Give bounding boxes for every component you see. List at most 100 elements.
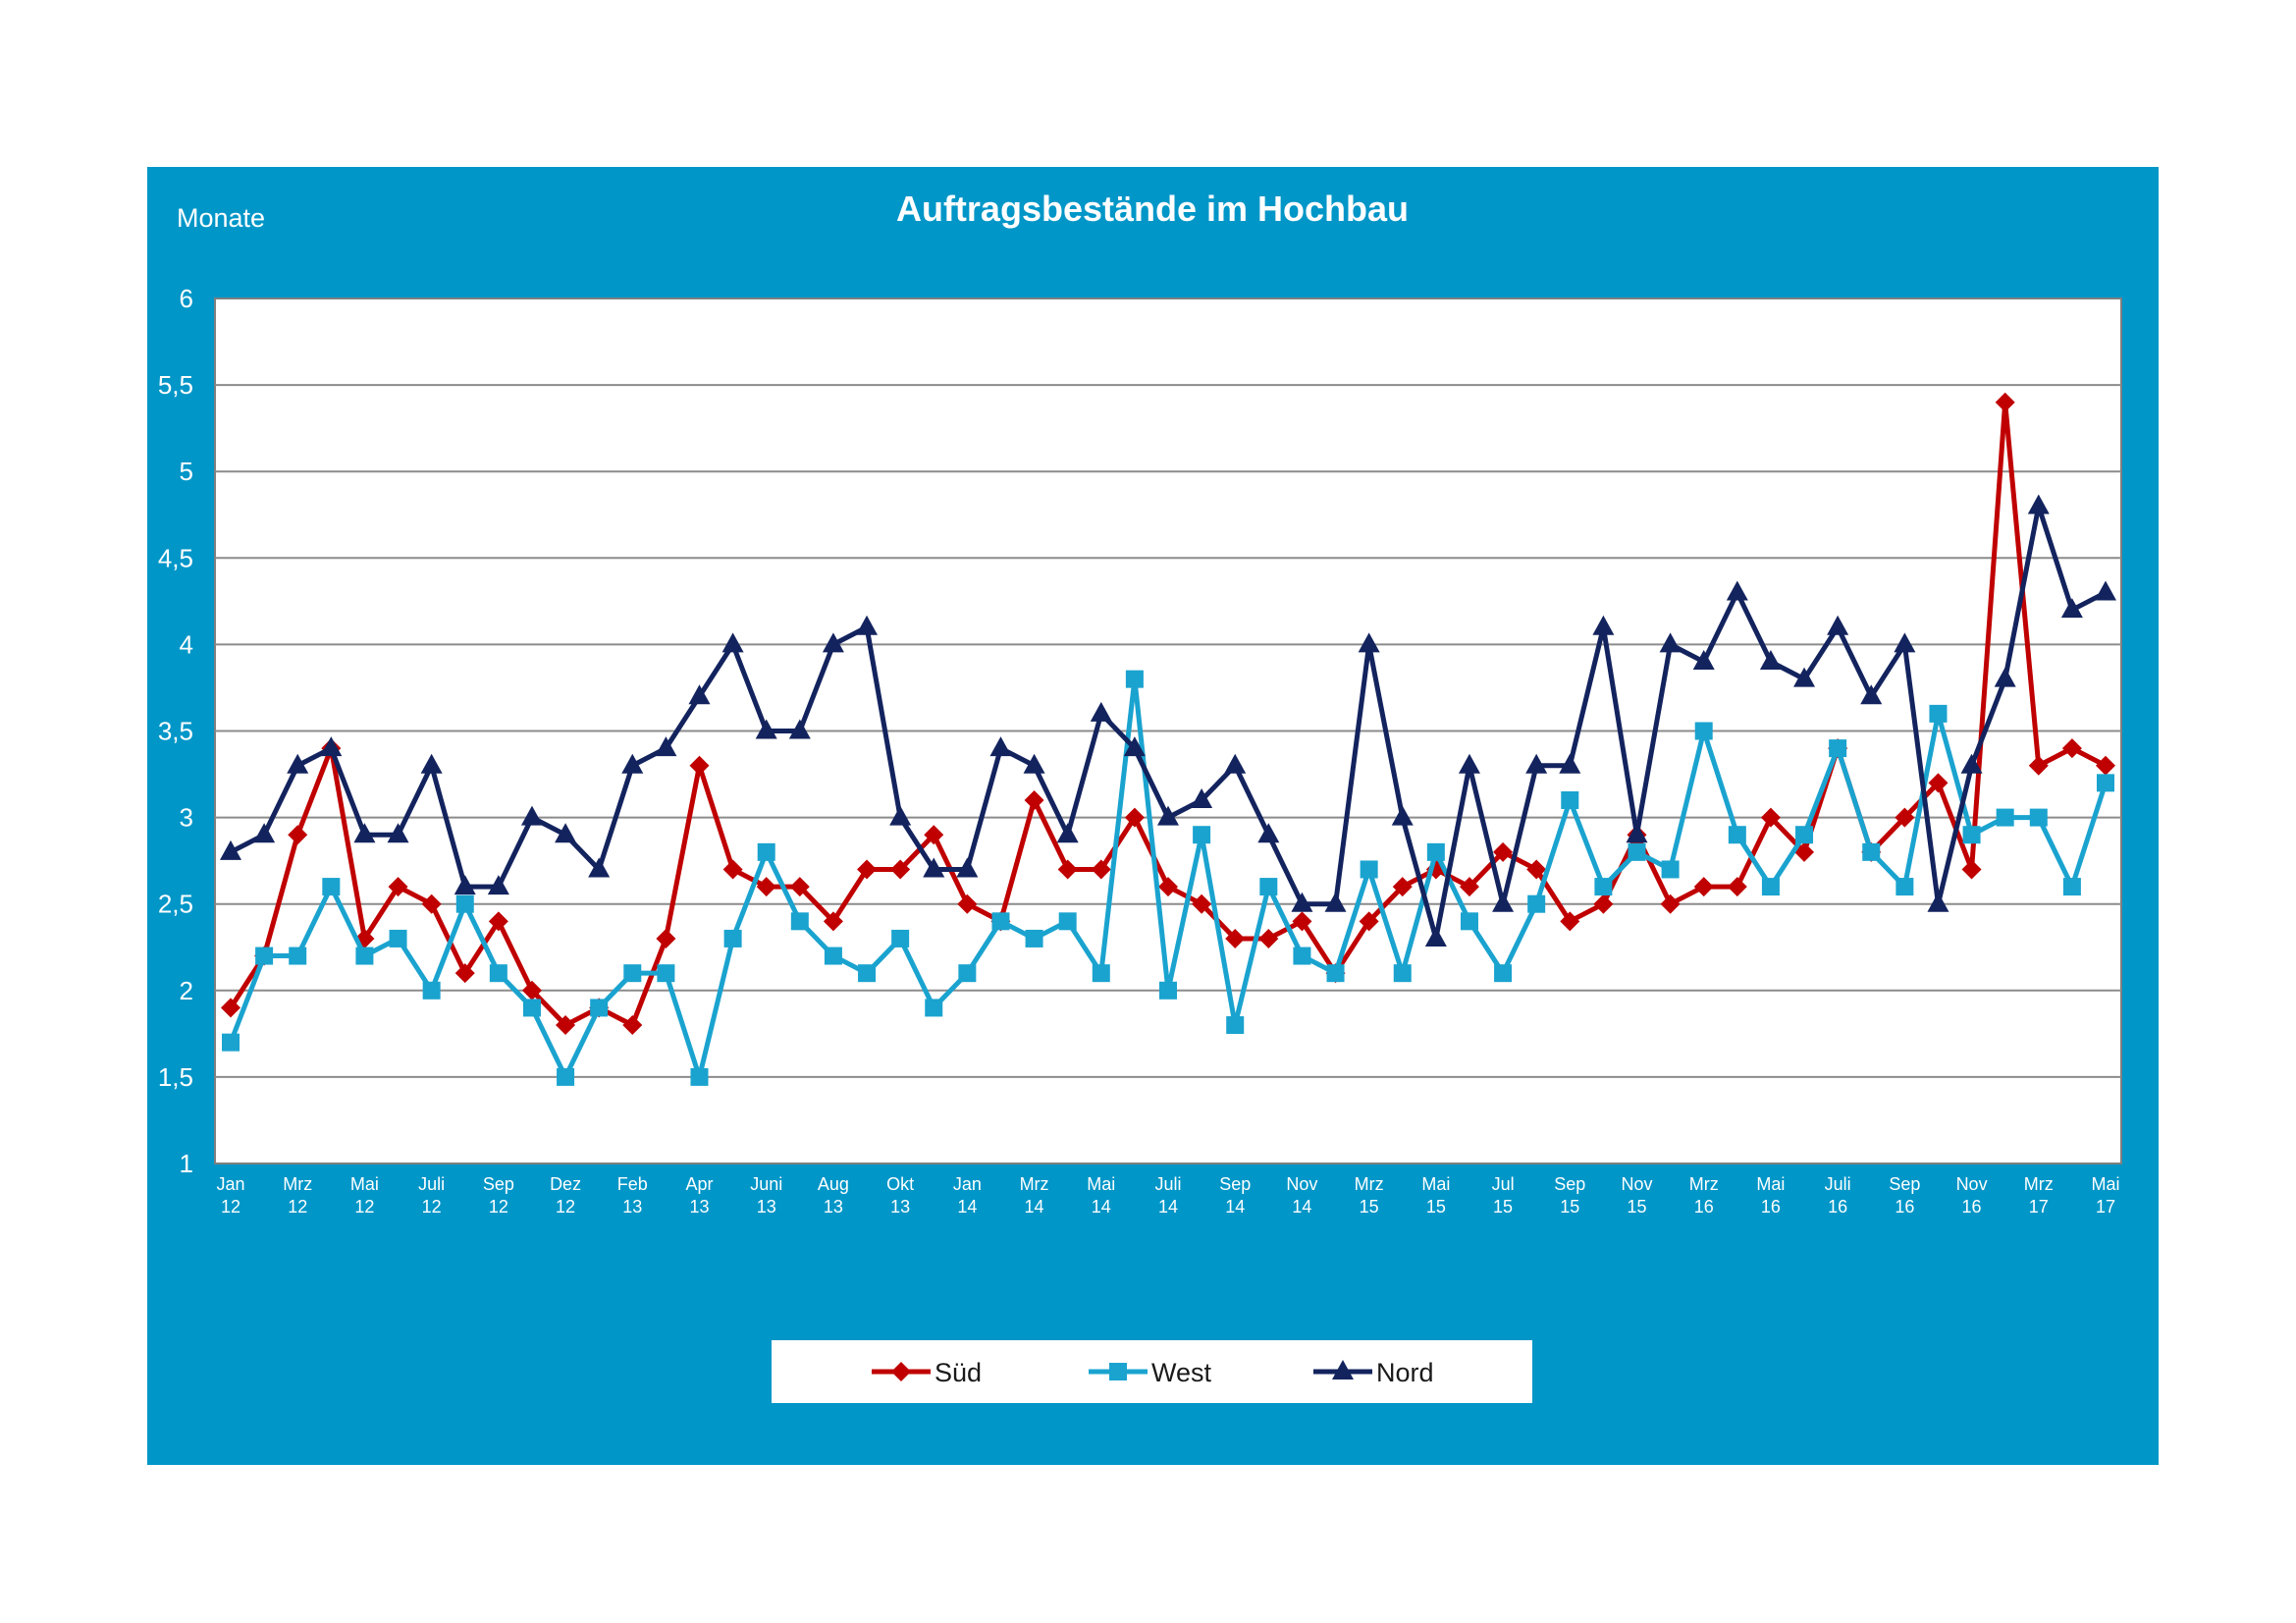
data-point-nord — [1559, 753, 1581, 774]
data-point-west — [1929, 704, 1948, 723]
x-tick-year-label: 12 — [422, 1197, 442, 1217]
y-tick-label: 3 — [180, 803, 193, 833]
data-point-west — [222, 1033, 240, 1052]
data-point-sd — [1794, 841, 1815, 862]
x-tick-label: Feb — [617, 1174, 648, 1194]
data-point-sd — [1359, 911, 1379, 932]
data-point-west — [389, 929, 407, 947]
x-tick-year-label: 14 — [1025, 1197, 1044, 1217]
x-tick-year-label: 14 — [1225, 1197, 1245, 1217]
data-point-nord — [1659, 632, 1682, 653]
data-point-west — [1829, 739, 1847, 758]
data-point-west — [455, 894, 474, 913]
data-point-sd — [421, 893, 442, 914]
data-point-nord — [1726, 580, 1748, 601]
x-tick-label: Mrz — [1020, 1174, 1049, 1194]
data-point-nord — [1191, 787, 1213, 808]
data-point-west — [1193, 826, 1211, 844]
data-point-west — [1896, 878, 1914, 896]
data-point-nord — [1860, 684, 1883, 705]
data-point-sd — [857, 859, 878, 880]
data-point-nord — [1324, 892, 1347, 912]
data-point-nord — [588, 857, 611, 878]
data-point-west — [790, 912, 809, 931]
data-point-sd — [722, 859, 743, 880]
data-point-nord — [1458, 753, 1480, 774]
x-tick-year-label: 15 — [1627, 1197, 1646, 1217]
x-tick-year-label: 16 — [1895, 1197, 1914, 1217]
x-tick-label: Mai — [1421, 1174, 1450, 1194]
x-tick-label: Jan — [953, 1174, 982, 1194]
y-tick-label: 4 — [180, 629, 193, 659]
data-point-nord — [555, 823, 577, 843]
data-point-sd — [656, 928, 676, 948]
y-tick-label: 2,5 — [158, 890, 193, 919]
data-point-west — [1426, 842, 1445, 861]
x-tick-label: Sep — [1219, 1174, 1251, 1194]
y-tick-label: 5,5 — [158, 370, 193, 400]
y-tick-label: 6 — [180, 284, 193, 313]
data-point-nord — [889, 805, 912, 826]
data-point-west — [1259, 878, 1278, 896]
x-tick-year-label: 13 — [622, 1197, 642, 1217]
x-tick-label: Mai — [350, 1174, 379, 1194]
data-point-west — [1226, 1016, 1245, 1035]
y-tick-label: 5 — [180, 457, 193, 486]
data-point-nord — [856, 615, 879, 635]
data-point-west — [1058, 912, 1077, 931]
x-tick-label: Juli — [1825, 1174, 1851, 1194]
legend-item-west: West — [1089, 1358, 1212, 1387]
x-tick-label: Juni — [750, 1174, 782, 1194]
data-point-nord — [1592, 615, 1615, 635]
x-tick-year-label: 12 — [221, 1197, 240, 1217]
data-point-nord — [1492, 892, 1515, 912]
data-point-west — [1996, 808, 2014, 827]
data-point-west — [1527, 894, 1546, 913]
data-point-sd — [823, 911, 843, 932]
x-tick-label: Mrz — [283, 1174, 312, 1194]
data-point-nord — [1224, 753, 1247, 774]
x-tick-label: Nov — [1956, 1174, 1988, 1194]
data-point-sd — [1459, 877, 1479, 897]
data-point-nord — [2060, 598, 2083, 619]
x-tick-label: Sep — [1889, 1174, 1920, 1194]
x-tick-label: Okt — [886, 1174, 914, 1194]
data-point-sd — [521, 980, 542, 1001]
x-tick-year-label: 12 — [489, 1197, 508, 1217]
data-point-nord — [621, 753, 644, 774]
legend-label-west: West — [1151, 1358, 1212, 1387]
data-point-nord — [1692, 650, 1715, 671]
data-point-west — [2097, 774, 2114, 792]
x-tick-label: Aug — [818, 1174, 849, 1194]
data-point-sd — [1693, 877, 1714, 897]
data-point-sd — [1158, 877, 1178, 897]
data-point-west — [1360, 860, 1378, 879]
data-point-west — [2029, 808, 2048, 827]
data-point-nord — [1759, 650, 1782, 671]
data-point-sd — [1961, 859, 1982, 880]
x-tick-year-label: 14 — [1292, 1197, 1311, 1217]
data-point-nord — [353, 823, 376, 843]
data-point-sd — [1660, 893, 1681, 914]
data-point-west — [422, 981, 441, 1000]
x-tick-year-label: 12 — [354, 1197, 374, 1217]
data-point-nord — [1157, 805, 1179, 826]
data-point-nord — [721, 632, 744, 653]
legend-marker-west — [1109, 1363, 1127, 1380]
data-point-west — [289, 947, 307, 965]
data-point-west — [1125, 670, 1144, 688]
data-point-west — [757, 842, 775, 861]
data-point-sd — [924, 825, 944, 845]
legend-label-sd: Süd — [934, 1358, 982, 1387]
data-point-sd — [388, 877, 408, 897]
data-point-sd — [221, 998, 240, 1018]
x-tick-label: Mrz — [1355, 1174, 1384, 1194]
data-point-west — [623, 964, 642, 983]
data-point-sd — [689, 755, 710, 776]
x-tick-label: Mai — [1756, 1174, 1785, 1194]
data-point-sd — [1292, 911, 1312, 932]
data-point-nord — [989, 736, 1012, 757]
x-tick-year-label: 17 — [2096, 1197, 2115, 1217]
x-tick-label: Sep — [483, 1174, 514, 1194]
